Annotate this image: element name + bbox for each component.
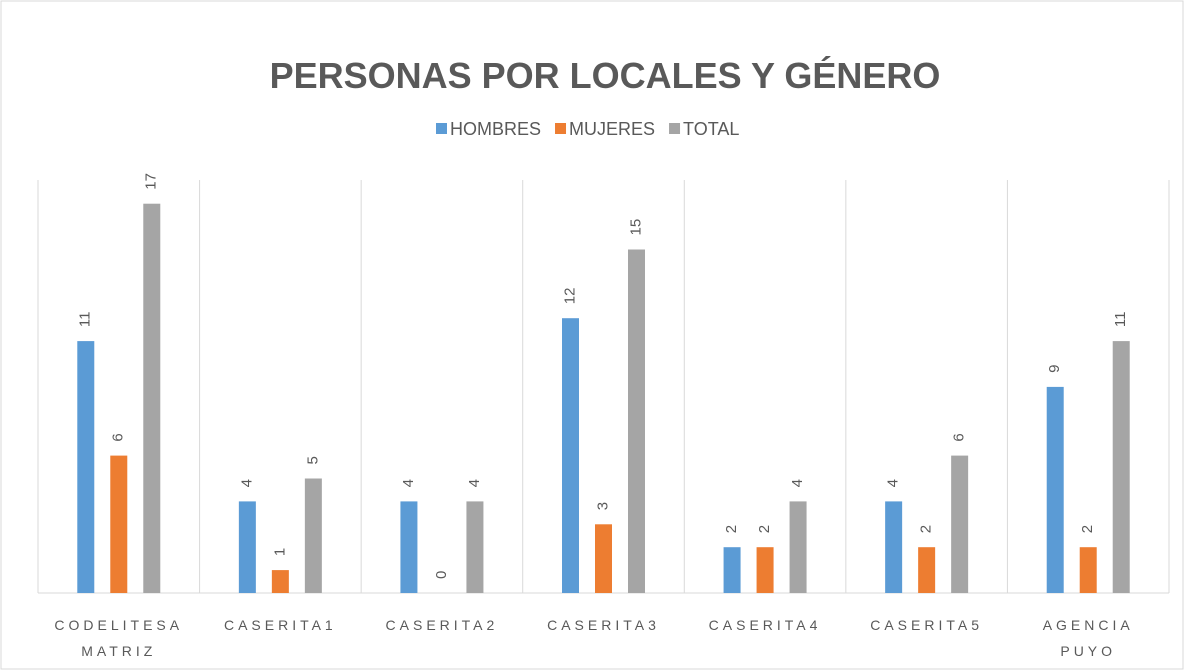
bar: [756, 547, 774, 593]
data-label: 2: [723, 525, 740, 533]
data-label: 4: [466, 479, 483, 487]
bar: [1046, 386, 1064, 593]
data-label: 9: [1046, 365, 1063, 373]
bar: [400, 501, 418, 593]
data-label: 4: [789, 479, 806, 487]
data-label: 2: [918, 525, 935, 533]
bar: [271, 570, 289, 593]
data-label: 6: [951, 433, 968, 441]
bar: [595, 524, 612, 593]
bar: [951, 455, 969, 593]
legend-swatch: [436, 123, 447, 134]
data-label: 0: [433, 571, 450, 579]
bar: [110, 455, 128, 593]
legend-label: HOMBRES: [450, 119, 541, 139]
bar: [562, 318, 579, 593]
data-label: 2: [1079, 525, 1096, 533]
legend-swatch: [669, 123, 681, 134]
bar: [885, 501, 903, 593]
x-tick-label: CASERITA4: [708, 617, 822, 633]
chart-title: PERSONAS POR LOCALES Y GÉNERO: [270, 55, 941, 96]
data-label: 5: [304, 456, 321, 464]
x-tick-label: CASERITA3: [547, 617, 660, 633]
legend-swatch: [555, 123, 567, 134]
bar: [918, 547, 936, 593]
x-tick-label: AGENCIA PUYO: [1042, 617, 1134, 659]
data-label: 4: [238, 479, 255, 487]
x-tick-label: CASERITA1: [223, 617, 337, 633]
bar: [789, 501, 807, 593]
bar: [238, 501, 256, 593]
data-label: 2: [756, 525, 773, 533]
bar: [304, 478, 322, 593]
data-label: 15: [627, 219, 644, 236]
data-label: 12: [561, 288, 578, 305]
x-tick-label: CASERITA2: [385, 617, 499, 633]
bar: [77, 341, 95, 593]
data-label: 4: [885, 479, 902, 487]
data-label: 1: [271, 548, 288, 556]
data-label: 11: [1112, 312, 1129, 328]
x-tick-label: CASERITA5: [870, 617, 983, 633]
bar: [143, 203, 161, 593]
bar: [466, 501, 484, 593]
legend-label: TOTAL: [683, 119, 739, 139]
legend-label: MUJERES: [569, 119, 655, 139]
data-label: 11: [77, 312, 94, 328]
bar: [1112, 341, 1130, 593]
data-label: 6: [110, 433, 127, 441]
data-label: 3: [594, 502, 611, 510]
x-tick-label: CODELITESA MATRIZ: [54, 617, 184, 659]
bar: [723, 547, 741, 593]
bar: [1079, 547, 1097, 593]
bar: [628, 249, 645, 593]
data-label: 17: [143, 173, 160, 190]
data-label: 4: [400, 479, 417, 487]
